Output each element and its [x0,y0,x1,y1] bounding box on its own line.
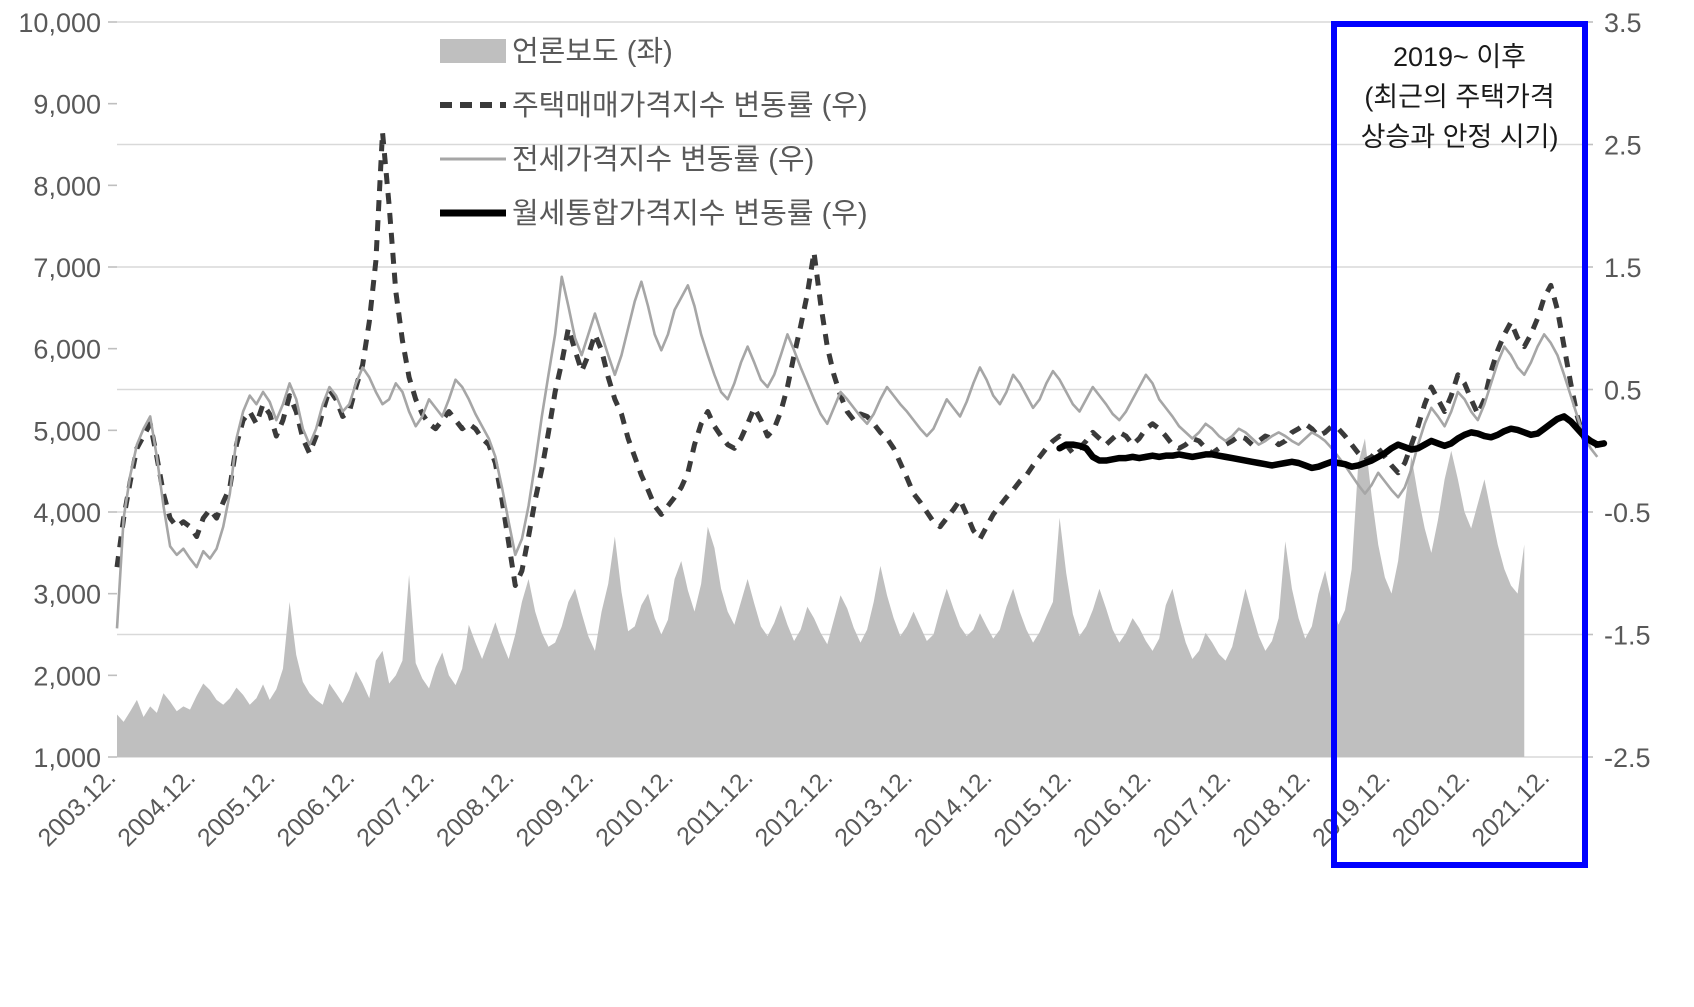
left-axis-tick-label: 10,000 [18,8,101,38]
right-axis-tick-label: -0.5 [1604,498,1651,528]
legend-item: 주택매매가격지수 변동률 (우) [440,90,868,122]
left-axis-tick-label: 6,000 [33,335,101,365]
left-axis-tick-label: 1,000 [33,743,101,773]
right-axis-tick-label: -1.5 [1604,621,1651,651]
left-axis-tick-label: 8,000 [33,171,101,201]
annotation-rect [1331,21,1588,868]
left-axis-tick-label: 9,000 [33,90,101,120]
legend-item: 언론보도 (좌) [440,36,673,68]
legend-label: 전세가격지수 변동률 (우) [512,144,814,176]
chart-legend: 언론보도 (좌) 주택매매가격지수 변동률 (우) 전세가격지수 변동률 (우) 월세… [440,36,868,230]
legend-label: 언론보도 (좌) [512,36,673,68]
legend-item: 월세통합가격지수 변동률 (우) [440,197,868,230]
left-axis-tick-label: 4,000 [33,498,101,528]
left-axis-tick-label: 5,000 [33,416,101,446]
left-axis-tick-label: 7,000 [33,253,101,283]
line-series-jeonse-price-index [115,275,1599,629]
annotation-line: (최근의 주택가격 [1364,82,1554,112]
left-axis-tick-label: 3,000 [33,580,101,610]
area-series-media-reports [117,438,1525,757]
annotation-line: 상승과 안정 시기) [1361,122,1559,152]
legend-label: 월세통합가격지수 변동률 (우) [512,197,868,230]
right-axis-tick-label: -2.5 [1604,743,1651,773]
legend-item: 전세가격지수 변동률 (우) [440,144,814,176]
series-area-media-reports [117,438,1525,757]
right-axis-tick-label: 0.5 [1604,376,1642,406]
annotation-line: 2019~ 이후 [1393,42,1526,72]
left-axis-tick-labels: 1,000 2,000 3,000 4,000 5,000 6,000 7,000 8,000… [18,8,101,773]
legend-swatch-area [440,39,506,63]
right-axis-tick-label: 2.5 [1604,131,1642,161]
legend-label: 주택매매가격지수 변동률 (우) [512,90,868,122]
right-axis-tick-label: 1.5 [1604,253,1642,283]
right-axis-tick-label: 3.5 [1604,8,1642,38]
left-axis-tick-label: 2,000 [33,661,101,691]
right-axis-tick-labels: -2.5 -1.5 -0.5 0.5 1.5 2.5 3.5 [1604,8,1651,773]
